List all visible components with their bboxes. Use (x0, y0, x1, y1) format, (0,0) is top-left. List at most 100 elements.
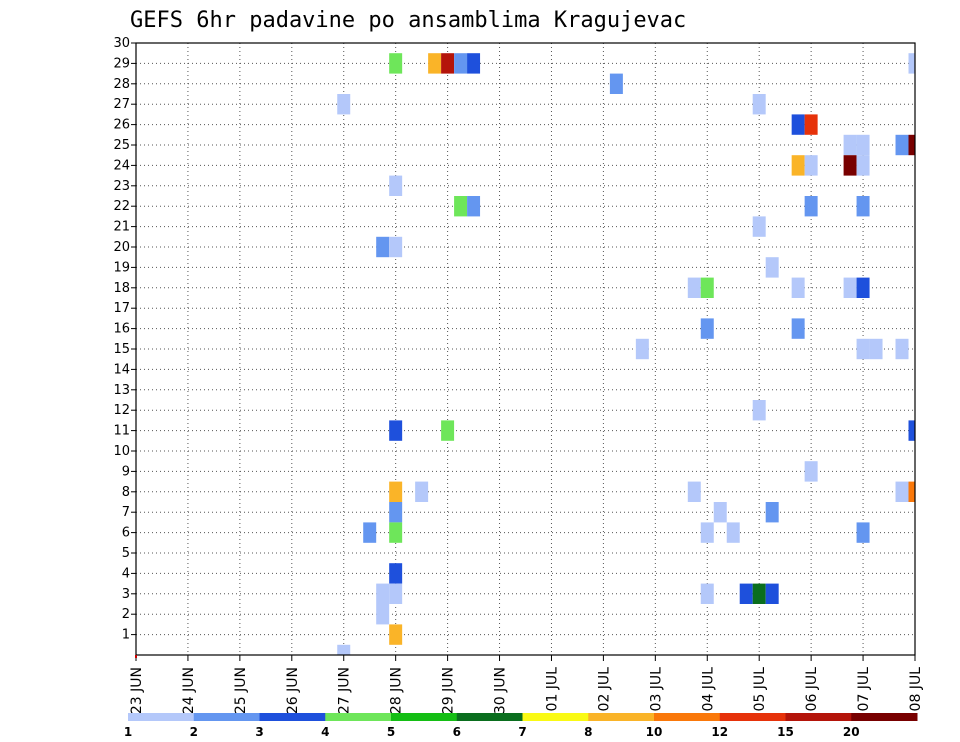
x-tick-label: 05 JUL (752, 667, 768, 712)
precip-cell (389, 522, 403, 543)
colorbar-swatch (128, 713, 195, 721)
precip-cell (441, 53, 455, 74)
y-tick-label: 3 (122, 587, 130, 602)
y-tick-label: 28 (113, 77, 130, 92)
y-tick-label: 22 (113, 199, 130, 214)
colorbar-swatch (588, 713, 655, 721)
y-tick-label: 10 (113, 444, 130, 459)
precip-cell (856, 277, 870, 298)
precip-cell (428, 53, 442, 74)
y-tick-label: 15 (113, 342, 130, 357)
y-tick-label: 1 (122, 628, 130, 643)
y-tick-label: 17 (113, 301, 130, 316)
precip-cell (791, 155, 805, 176)
precip-cell (467, 53, 481, 74)
colorbar-label: 6 (453, 725, 461, 739)
precip-cell (726, 522, 740, 543)
x-tick-label: 01 JUL (544, 667, 560, 712)
precip-cell (908, 53, 915, 74)
y-tick-label: 4 (122, 566, 130, 581)
precip-cell (635, 338, 649, 360)
colorbar-swatch (325, 713, 392, 721)
colorbar-label: 12 (711, 725, 728, 739)
y-tick-label: 16 (113, 322, 130, 337)
y-tick-label: 24 (113, 158, 130, 173)
colorbar-swatch (654, 713, 721, 721)
axes (131, 42, 916, 661)
colorbar-label: 8 (584, 725, 592, 739)
y-tick-label: 6 (122, 526, 130, 541)
precip-cell (441, 420, 455, 441)
chart-title: GEFS 6hr padavine po ansamblima Kragujev… (130, 8, 686, 33)
y-tick-label: 13 (113, 383, 130, 398)
precip-cell (752, 94, 766, 115)
precip-cell (752, 400, 766, 421)
y-tick-label: 9 (122, 464, 130, 479)
x-tick-label: 25 JUN (233, 667, 249, 714)
colorbar-swatch (719, 713, 786, 721)
y-tick-label: 20 (113, 240, 130, 255)
precip-cells (337, 53, 915, 655)
precip-cell (467, 196, 481, 217)
x-tick-label: 06 JUL (804, 667, 820, 712)
precip-cell (389, 502, 403, 523)
precip-cell (804, 114, 818, 135)
colorbar-label: 2 (190, 725, 198, 739)
precip-cell (895, 338, 909, 360)
precip-cell (765, 583, 779, 604)
colorbar-swatch (391, 713, 458, 721)
y-tick-label: 2 (122, 607, 130, 622)
colorbar-label: 4 (321, 725, 329, 739)
colorbar-swatch (193, 713, 260, 721)
precip-cell (700, 277, 714, 298)
x-tick-label: 03 JUL (648, 667, 664, 712)
precip-cell (856, 134, 870, 156)
colorbar-label: 5 (387, 725, 395, 739)
precip-cell (752, 583, 766, 604)
y-tick-label: 19 (113, 260, 130, 275)
precip-cell (752, 216, 766, 237)
precip-cell (389, 236, 403, 258)
precip-cell (389, 175, 403, 196)
colorbar-swatch (785, 713, 852, 721)
precip-cell (804, 155, 818, 176)
precip-cell (713, 502, 727, 523)
precip-cell (389, 583, 403, 604)
precip-cell (700, 318, 714, 339)
precip-cell (765, 502, 779, 523)
colorbar-swatch (851, 713, 918, 721)
precip-cell (843, 134, 857, 156)
x-tick-label: 29 JUN (441, 667, 457, 714)
precip-cell (389, 53, 403, 74)
precip-cell (376, 583, 390, 604)
precip-cell (804, 196, 818, 217)
precip-cell (454, 196, 468, 217)
y-tick-label: 18 (113, 281, 130, 296)
colorbar-swatch (522, 713, 589, 721)
precip-cell (856, 522, 870, 543)
precip-cell (739, 583, 753, 604)
precip-cell (700, 583, 714, 604)
precip-cell (869, 338, 883, 360)
precip-cell (791, 114, 805, 135)
precip-cell (856, 338, 870, 360)
precip-cell (389, 624, 403, 645)
colorbar-swatch (259, 713, 326, 721)
precip-cell (791, 277, 805, 298)
y-tick-label: 27 (113, 97, 130, 112)
x-tick-labels: 23 JUN 24 JUN 25 JUN 26 JUN 27 JUN 28 JUN 29 J… (129, 667, 924, 714)
precip-cell (843, 155, 857, 176)
x-tick-label: 24 JUN (181, 667, 197, 714)
y-tick-label: 26 (113, 118, 130, 133)
y-tick-label: 21 (113, 220, 130, 235)
precip-cell (700, 522, 714, 543)
y-tick-label: 5 (122, 546, 130, 561)
y-tick-label: 11 (113, 424, 130, 439)
precip-cell (376, 236, 390, 258)
colorbar-label: 1 (124, 725, 132, 739)
precip-cell (908, 481, 915, 502)
y-tick-label: 30 (113, 36, 130, 51)
x-tick-label: 07 JUL (856, 667, 872, 712)
precip-cell (337, 94, 351, 115)
